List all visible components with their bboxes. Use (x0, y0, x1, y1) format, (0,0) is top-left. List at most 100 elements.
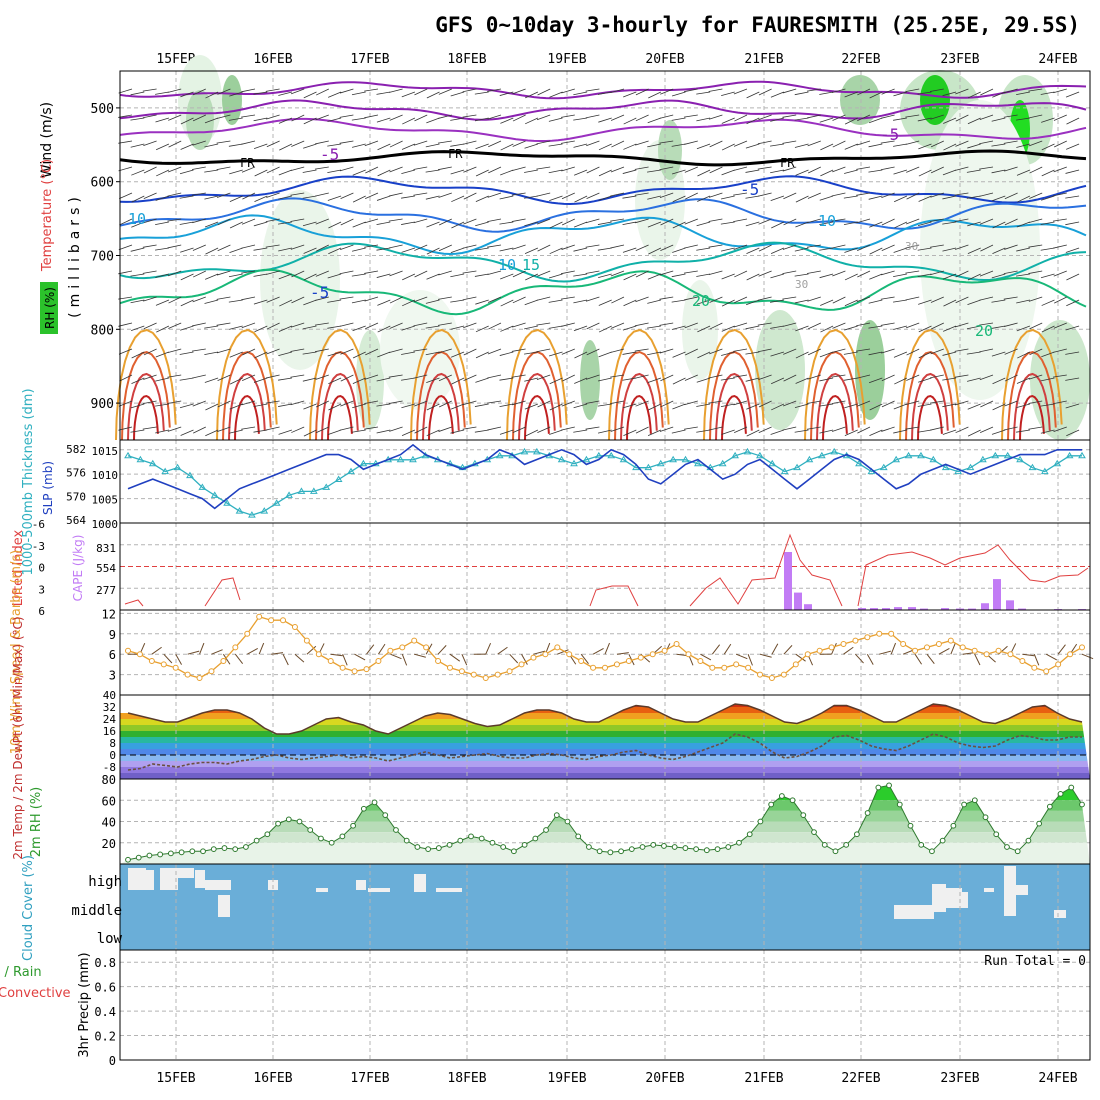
wind-barb (684, 140, 698, 145)
wind-barb (684, 374, 698, 381)
wind-barb (1016, 247, 1030, 252)
wind-barb (721, 325, 735, 332)
wind-barb (450, 299, 465, 303)
wind-barb (808, 166, 821, 174)
wind-barb (328, 403, 342, 411)
wind-barb (524, 195, 538, 199)
wind-barb (290, 244, 305, 250)
wind-barb (1041, 117, 1055, 123)
isotherm-line (119, 175, 1087, 206)
wind-barb (204, 169, 219, 173)
precip-panel: 00.20.40.60.8 Total / Rain Convective 3h… (0, 949, 1091, 1068)
rh-point (221, 845, 228, 851)
wind-barb (229, 247, 243, 254)
wind-barb (525, 91, 539, 99)
wind-barb (782, 322, 797, 327)
wind-barb (574, 351, 588, 359)
thickness-point (532, 447, 541, 455)
wind-barb (720, 195, 735, 200)
wind-barb (389, 296, 403, 304)
rh-point (800, 812, 807, 819)
wind-barb (118, 166, 133, 172)
wind-barb (770, 351, 785, 357)
thickness-point (904, 451, 913, 459)
rh-point (414, 844, 421, 850)
wind-barb (868, 169, 883, 173)
wind-barb (302, 325, 317, 330)
wind-barb (806, 426, 821, 430)
wind-barb (199, 642, 205, 655)
wind-barb (918, 169, 932, 177)
bottom-date-label: 16FEB (253, 1071, 292, 1086)
wind-barb (1016, 143, 1031, 148)
wind-barb (708, 270, 723, 276)
precip-tick: 0.2 (94, 1030, 116, 1044)
wind-barb (167, 218, 182, 222)
wind-barb (991, 429, 1006, 435)
thickness-point (644, 463, 653, 471)
wind-barb (672, 351, 686, 358)
wind-barb (156, 169, 170, 177)
wind-speed-point (244, 630, 251, 637)
wind-barb (242, 374, 256, 381)
surface-isotherm (703, 328, 765, 441)
wind-barb (168, 166, 182, 173)
isotherm-label: 30 (795, 278, 808, 291)
thickness-point (718, 459, 727, 467)
surface-isotherm (905, 350, 955, 441)
wind-barb (450, 273, 465, 278)
wind-barb (340, 244, 354, 251)
wind-barb (623, 299, 637, 307)
wind-barb (648, 403, 662, 411)
wind-barb (499, 247, 514, 252)
wind-barb (831, 192, 846, 197)
wind-barb (525, 273, 539, 281)
wind-barb (745, 169, 760, 173)
wind-barb (561, 322, 575, 327)
cloud-cell (946, 888, 962, 908)
wind-speed-point (959, 644, 966, 651)
wind-barb (721, 91, 735, 97)
wind-barb (1003, 426, 1018, 431)
thickness-point (607, 451, 616, 459)
wind-barb (622, 325, 637, 331)
wind-barb (302, 169, 317, 173)
cloud-cell (1004, 866, 1016, 916)
rh-point (1079, 801, 1085, 808)
thickness-point (991, 451, 1000, 459)
wind-barb (905, 270, 920, 274)
wind-barb (204, 117, 219, 124)
wind-barb (770, 117, 784, 122)
wind-barb (905, 114, 920, 118)
wind-barb (783, 645, 793, 655)
wind-barb (450, 351, 465, 358)
cape-ylabel: CAPE (J/kg) (71, 535, 85, 602)
wind-barb (622, 195, 637, 199)
rh-point (1036, 820, 1043, 827)
wind-barb (856, 140, 871, 146)
bottom-date-label: 15FEB (156, 1071, 195, 1086)
wind-barb (143, 192, 157, 200)
wind-barb (451, 377, 465, 385)
wind-barb (585, 270, 600, 274)
wind-barb (697, 195, 711, 202)
wind-barb (1016, 169, 1031, 176)
wind-barb (328, 91, 342, 98)
wind-speed-point (518, 661, 525, 668)
surface-isotherm (127, 372, 165, 441)
temp-tick: 16 (103, 725, 116, 738)
wind-barb (622, 351, 637, 355)
wind-barb (352, 195, 366, 203)
temp-band (120, 773, 1090, 779)
wind-barb (671, 143, 686, 147)
wind-barb (573, 429, 588, 433)
wind-barb (414, 653, 426, 658)
wind-barb (696, 429, 711, 433)
rh-point (135, 854, 142, 861)
wind-barb (524, 325, 538, 330)
wind-barb (549, 377, 563, 385)
wind-barb (278, 325, 293, 332)
thickness-point (619, 455, 628, 463)
wind-barb (425, 351, 440, 356)
wind-barb (253, 403, 268, 407)
